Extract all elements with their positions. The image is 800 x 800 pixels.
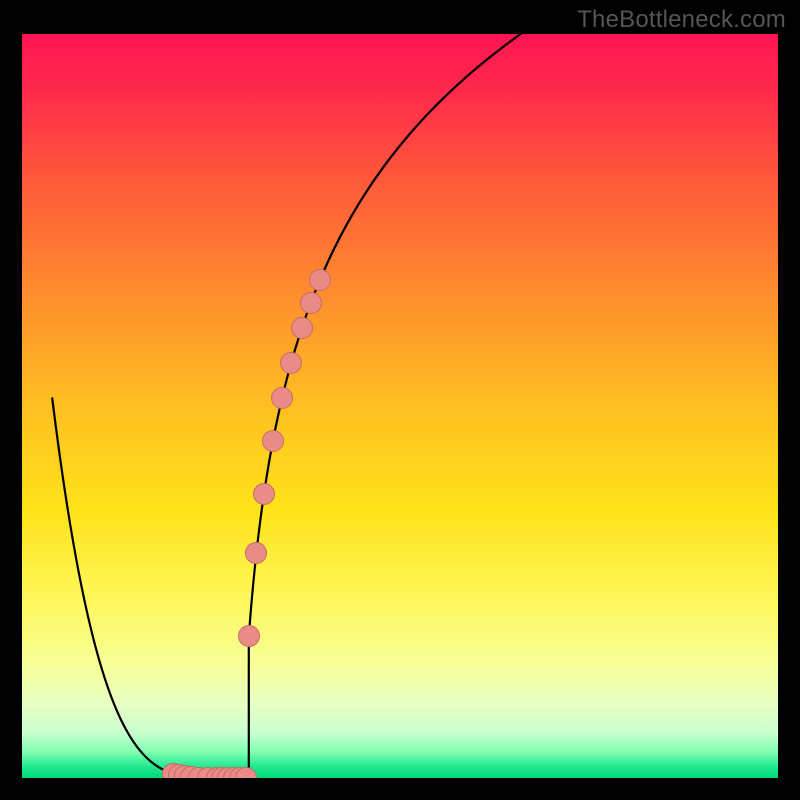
chart-stage: TheBottleneck.com <box>0 0 800 800</box>
plot-frame <box>22 34 778 778</box>
curve-marker <box>271 387 293 409</box>
plot-area <box>22 34 778 778</box>
curve-marker <box>300 292 322 314</box>
curve-marker <box>245 542 267 564</box>
curve-marker <box>253 483 275 505</box>
curve-marker <box>262 430 284 452</box>
curve-marker <box>280 352 302 374</box>
bottleneck-curve <box>22 34 778 778</box>
curve-marker <box>238 625 260 647</box>
curve-marker <box>291 317 313 339</box>
watermark-text: TheBottleneck.com <box>577 6 786 34</box>
curve-marker <box>309 269 331 291</box>
curve-path <box>52 34 778 778</box>
